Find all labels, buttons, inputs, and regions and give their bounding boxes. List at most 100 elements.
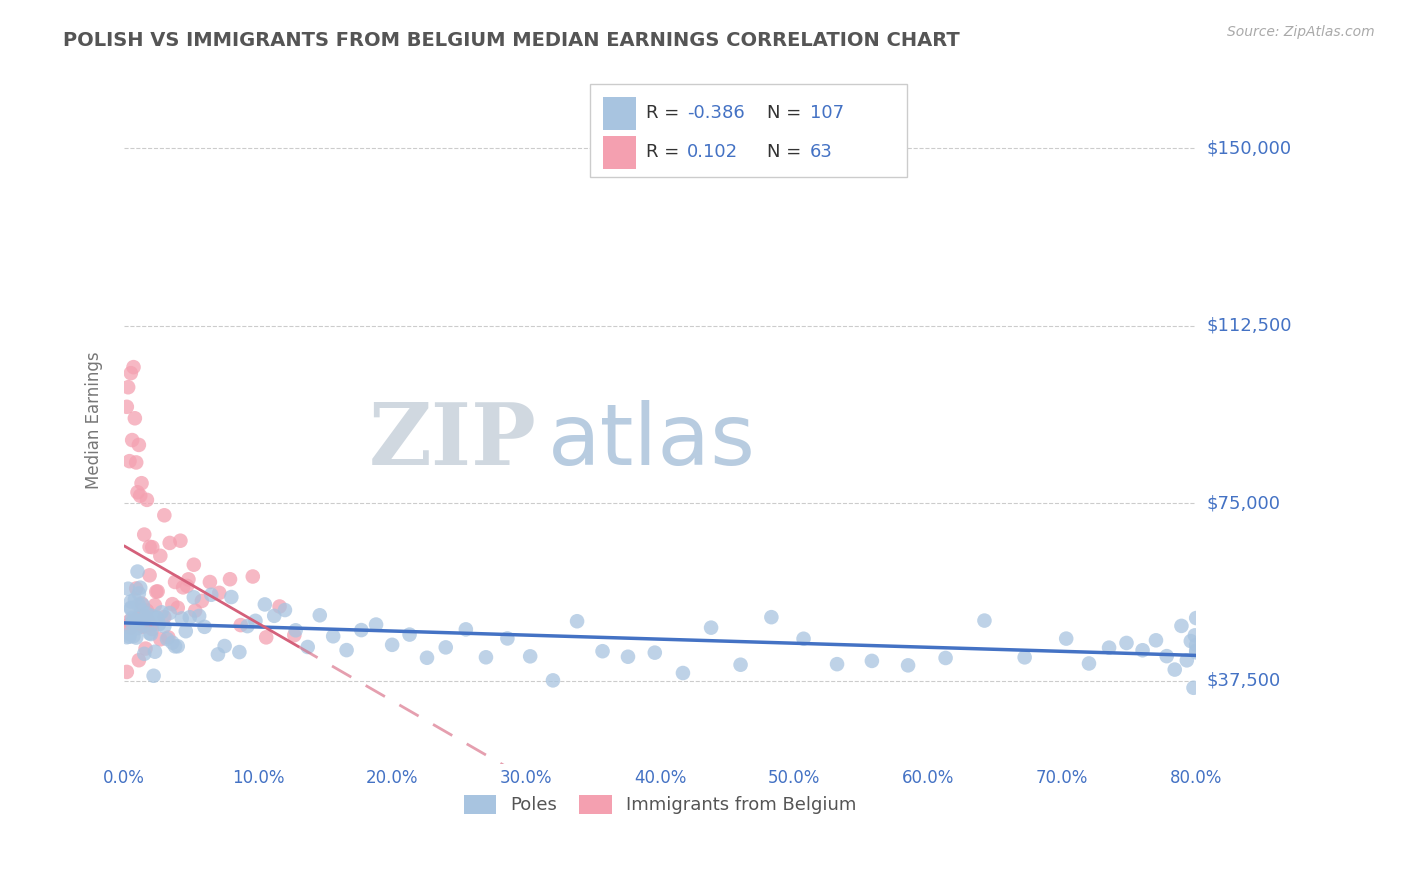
Point <box>127 565 149 579</box>
Point <box>183 558 205 572</box>
Text: atlas: atlas <box>547 400 755 483</box>
Point <box>135 641 157 656</box>
Point <box>121 616 143 631</box>
Point <box>1170 619 1192 633</box>
Point <box>115 400 138 414</box>
Point <box>565 614 588 628</box>
Point <box>416 650 439 665</box>
Point <box>730 657 752 672</box>
Text: -0.386: -0.386 <box>688 104 745 122</box>
FancyBboxPatch shape <box>603 97 636 130</box>
Point <box>129 489 152 503</box>
Text: 63: 63 <box>810 143 834 161</box>
Point <box>129 581 152 595</box>
Point <box>269 599 291 614</box>
Point <box>139 627 162 641</box>
Point <box>166 640 188 654</box>
Point <box>672 666 695 681</box>
Point <box>214 639 236 653</box>
Point <box>208 586 231 600</box>
Text: R =: R = <box>647 104 685 122</box>
Point <box>118 454 141 468</box>
Point <box>115 665 138 679</box>
Point <box>138 540 160 554</box>
Point <box>541 673 564 688</box>
Point <box>127 611 149 625</box>
Point <box>263 608 285 623</box>
Point <box>121 611 143 625</box>
Point <box>122 615 145 630</box>
Point <box>165 574 187 589</box>
Point <box>120 594 142 608</box>
Text: 107: 107 <box>810 104 845 122</box>
Point <box>134 527 156 541</box>
Point <box>308 608 330 623</box>
Point <box>1180 634 1202 648</box>
Point <box>1164 663 1187 677</box>
Point <box>141 540 163 554</box>
Point <box>146 611 169 625</box>
Point <box>166 600 188 615</box>
Point <box>1098 640 1121 655</box>
Point <box>153 619 176 633</box>
Point <box>128 598 150 612</box>
Point <box>935 651 957 665</box>
Point <box>118 626 141 640</box>
Point <box>283 628 305 642</box>
Point <box>127 485 149 500</box>
Point <box>193 620 215 634</box>
Text: R =: R = <box>647 143 685 161</box>
Point <box>364 617 387 632</box>
Point <box>117 618 139 632</box>
Point <box>1132 643 1154 657</box>
Point <box>129 610 152 624</box>
Point <box>242 569 264 583</box>
Point <box>381 638 404 652</box>
Point <box>172 580 194 594</box>
Point <box>177 572 200 586</box>
Point <box>131 618 153 632</box>
Point <box>117 380 139 394</box>
Point <box>1115 636 1137 650</box>
Point <box>122 613 145 627</box>
Point <box>141 622 163 636</box>
Point <box>191 594 214 608</box>
Point <box>1156 649 1178 664</box>
Point <box>132 620 155 634</box>
Point <box>228 645 250 659</box>
Point <box>145 610 167 624</box>
Text: Source: ZipAtlas.com: Source: ZipAtlas.com <box>1227 25 1375 39</box>
Point <box>169 533 191 548</box>
Point <box>184 604 207 618</box>
Point <box>198 575 221 590</box>
Point <box>1175 653 1198 667</box>
Point <box>170 611 193 625</box>
Point <box>1144 633 1167 648</box>
Point <box>121 616 143 631</box>
Point <box>254 631 277 645</box>
Point <box>131 476 153 491</box>
Point <box>322 629 344 643</box>
Point <box>146 584 169 599</box>
Point <box>131 597 153 611</box>
Text: ZIP: ZIP <box>370 400 537 483</box>
Point <box>1185 611 1208 625</box>
Point <box>245 614 267 628</box>
Text: $37,500: $37,500 <box>1206 672 1281 690</box>
Point <box>219 572 242 586</box>
Point <box>120 366 142 380</box>
Point <box>973 614 995 628</box>
Point <box>143 645 166 659</box>
Text: N =: N = <box>768 104 807 122</box>
Point <box>1182 681 1205 695</box>
Point <box>148 617 170 632</box>
Point <box>825 657 848 672</box>
Point <box>135 609 157 624</box>
Point <box>336 643 359 657</box>
Point <box>475 650 498 665</box>
Point <box>297 640 319 654</box>
Point <box>162 597 184 611</box>
Point <box>700 621 723 635</box>
Point <box>1185 638 1208 652</box>
Point <box>519 649 541 664</box>
